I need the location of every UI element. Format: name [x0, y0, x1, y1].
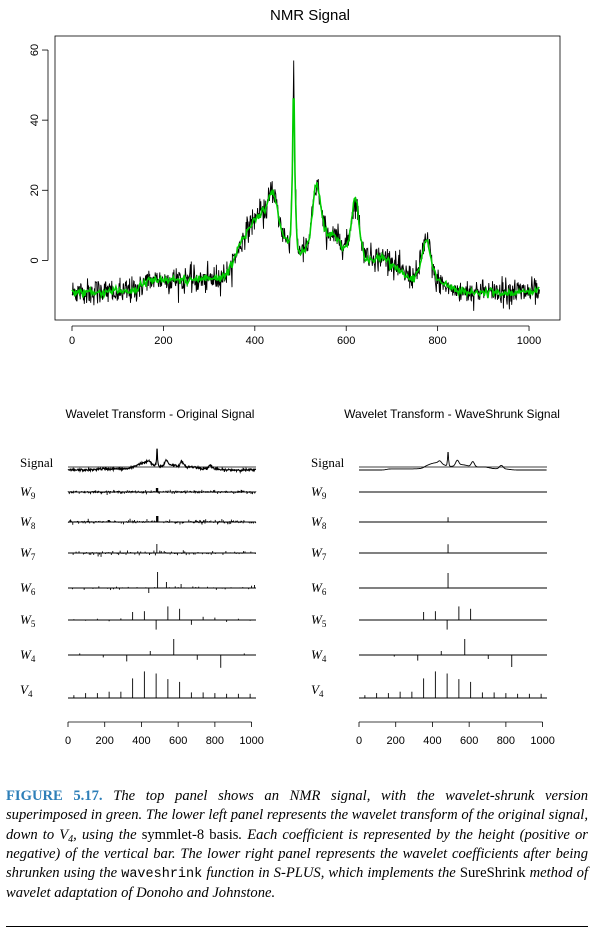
row-label-subscript: 5: [31, 619, 36, 629]
row-label: W9: [311, 484, 327, 501]
row-label-subscript: 7: [322, 552, 327, 562]
row-label: W7: [311, 545, 327, 562]
row-label: W9: [20, 484, 36, 501]
row-label-subscript: 8: [31, 521, 36, 531]
top-panel-title: NMR Signal: [270, 7, 350, 24]
bottom-rule: [6, 926, 588, 927]
row-label-subscript: 7: [31, 552, 36, 562]
x-tick-label: 200: [154, 335, 172, 347]
x-tick-label: 200: [387, 735, 405, 747]
x-tick-label: 600: [169, 735, 187, 747]
row-label: W5: [20, 612, 36, 629]
row-label-subscript: 4: [322, 654, 327, 664]
caption-text-2: , using the: [73, 826, 142, 843]
signal-row-line: [359, 451, 547, 471]
x-tick-label: 200: [96, 735, 114, 747]
row-label-subscript: 6: [322, 587, 327, 597]
signal-row-line: [67, 448, 257, 475]
caption-label: FIGURE 5.17.: [6, 788, 103, 804]
figure-caption: FIGURE 5.17. The top panel shows an NMR …: [6, 787, 588, 904]
figure: NMR Signal 0 20 40 60 0 200 400 600 800 1000 Wav…: [20, 7, 561, 747]
shrunk-signal-line: [71, 98, 540, 300]
x-tick-label: 400: [423, 735, 441, 747]
nmr-signal-line: [71, 60, 540, 311]
x-tick-label: 800: [206, 735, 224, 747]
top-plot-frame: [54, 35, 561, 321]
row-label: Signal: [20, 455, 54, 470]
x-tick-label: 1000: [239, 735, 263, 747]
row-label-subscript: 6: [31, 587, 36, 597]
caption-text-1: The top panel shows an NMR signal, with …: [6, 788, 588, 843]
lower-left-title: Wavelet Transform - Original Signal: [66, 407, 255, 421]
row-label: W6: [311, 580, 327, 597]
caption-roman-1: symmlet-8 basis: [141, 826, 239, 843]
row-label: W8: [311, 514, 327, 531]
row-label-subscript: 5: [322, 619, 327, 629]
x-tick-label: 1000: [517, 335, 541, 347]
row-label-subscript: 4: [319, 689, 324, 699]
x-tick-label: 400: [132, 735, 150, 747]
row-label-subscript: 4: [31, 654, 36, 664]
caption-sub-1: 4: [68, 833, 74, 845]
lower-left-panel: Signal W9 W8 W7 W6 W5 W4 V4 0 200 400 600 800 1000: [20, 448, 264, 747]
x-tick-label: 600: [337, 335, 355, 347]
lower-right-panel: Signal W9 W8 W7 W6 W5 W4 V4 0 200 400 600 800 1000: [311, 451, 555, 747]
row-label-subscript: 9: [31, 491, 36, 501]
y-tick-label: 20: [29, 184, 41, 196]
y-tick-label: 60: [29, 44, 41, 56]
row-label: V4: [20, 682, 33, 699]
row-label: W7: [20, 545, 36, 562]
row-label: W4: [311, 647, 327, 664]
row-label: W6: [20, 580, 36, 597]
row-label: W4: [20, 647, 36, 664]
row-label: V4: [311, 682, 324, 699]
top-x-axis: 0 200 400 600 800 1000: [69, 325, 541, 347]
x-tick-label: 0: [69, 335, 75, 347]
caption-roman-2: SureShrink: [459, 865, 526, 882]
y-tick-label: 0: [29, 257, 41, 263]
row-label-subscript: 9: [322, 491, 327, 501]
row-label-subscript: 8: [322, 521, 327, 531]
row-label: Signal: [311, 455, 345, 470]
x-tick-label: 1000: [530, 735, 554, 747]
row-label: W5: [311, 612, 327, 629]
caption-text-5: method of wavelet adaptation of Donoho a…: [6, 865, 588, 902]
lower-right-title: Wavelet Transform - WaveShrunk Signal: [344, 407, 560, 421]
x-tick-label: 400: [246, 335, 264, 347]
x-tick-label: 600: [460, 735, 478, 747]
y-tick-label: 40: [29, 114, 41, 126]
top-y-axis: 0 20 40 60: [29, 44, 49, 263]
x-tick-label: 800: [497, 735, 515, 747]
x-tick-label: 800: [428, 335, 446, 347]
caption-text-4: function in S-PLUS, which implements the: [202, 865, 460, 882]
caption-text-3: . Each coefficient is represented by the…: [6, 826, 588, 882]
caption-code: waveshrink: [121, 867, 203, 883]
x-tick-label: 0: [356, 735, 362, 747]
row-label: W8: [20, 514, 36, 531]
row-label-subscript: 4: [28, 689, 33, 699]
x-tick-label: 0: [65, 735, 71, 747]
